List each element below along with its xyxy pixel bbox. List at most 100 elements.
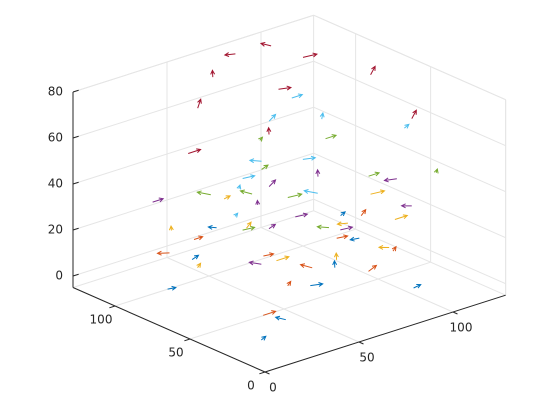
arrow bbox=[167, 285, 177, 291]
arrow bbox=[197, 98, 202, 109]
arrow bbox=[248, 158, 262, 164]
grid-line bbox=[72, 152, 314, 231]
box-edge bbox=[313, 14, 506, 101]
arrow bbox=[291, 93, 304, 99]
z-tick bbox=[72, 135, 79, 139]
arrow bbox=[315, 168, 321, 177]
z-tick-label: 40 bbox=[48, 177, 63, 191]
y-tick-label: 0 bbox=[247, 379, 255, 393]
y-tick bbox=[184, 338, 191, 342]
y-tick bbox=[259, 371, 266, 375]
arrow bbox=[152, 197, 165, 203]
grid-line bbox=[72, 106, 314, 185]
box-edge bbox=[72, 210, 314, 288]
arrow bbox=[433, 167, 439, 174]
arrow bbox=[370, 189, 386, 195]
grid-line bbox=[313, 106, 506, 193]
grid-line bbox=[72, 60, 314, 139]
x-tick bbox=[452, 311, 458, 315]
arrow bbox=[268, 179, 277, 187]
arrow bbox=[287, 192, 303, 198]
arrow bbox=[242, 225, 256, 231]
arrow bbox=[286, 280, 292, 287]
arrow bbox=[303, 189, 318, 194]
arrow bbox=[242, 174, 256, 180]
arrow bbox=[295, 212, 309, 218]
arrow bbox=[400, 203, 412, 209]
box-edge bbox=[313, 210, 506, 296]
grid-line bbox=[189, 261, 431, 340]
arrow bbox=[239, 189, 253, 195]
arrow bbox=[223, 195, 232, 200]
arrow bbox=[413, 283, 422, 289]
arrow bbox=[377, 244, 390, 250]
grid-line bbox=[313, 60, 506, 147]
arrow bbox=[261, 164, 269, 170]
x-tick-label: 50 bbox=[359, 351, 374, 365]
grid-line bbox=[166, 257, 360, 343]
arrow bbox=[276, 255, 290, 262]
z-tick bbox=[72, 273, 79, 277]
arrow bbox=[340, 211, 346, 217]
x-tick-label: 0 bbox=[269, 381, 277, 395]
x-tick bbox=[264, 371, 270, 375]
grid-line bbox=[114, 228, 356, 307]
arrow bbox=[360, 208, 367, 217]
grid-line bbox=[313, 152, 506, 239]
arrow bbox=[325, 134, 338, 140]
x-tick bbox=[358, 341, 364, 345]
arrow bbox=[188, 148, 202, 154]
arrow bbox=[336, 234, 349, 240]
z-tick-label: 0 bbox=[55, 269, 63, 283]
arrow bbox=[336, 221, 348, 227]
arrow bbox=[274, 315, 286, 321]
arrow bbox=[168, 224, 174, 231]
arrow bbox=[383, 177, 397, 183]
arrow bbox=[299, 263, 313, 269]
arrow bbox=[310, 282, 324, 287]
arrow bbox=[259, 41, 272, 47]
arrow bbox=[156, 250, 170, 256]
arrow bbox=[404, 123, 410, 129]
arrow bbox=[255, 199, 261, 205]
arrow bbox=[233, 212, 239, 218]
arrow bbox=[191, 254, 200, 261]
z-tick-label: 80 bbox=[48, 85, 63, 99]
z-tick-label: 20 bbox=[48, 223, 63, 237]
y-tick-label: 50 bbox=[168, 346, 183, 360]
arrow bbox=[340, 225, 354, 231]
arrow bbox=[236, 183, 242, 190]
arrow bbox=[391, 245, 397, 252]
arrow bbox=[394, 214, 409, 220]
arrow bbox=[193, 235, 204, 241]
arrow bbox=[248, 260, 262, 266]
arrow bbox=[316, 224, 330, 230]
z-tick bbox=[72, 181, 79, 185]
arrow bbox=[411, 109, 417, 119]
arrow bbox=[196, 190, 211, 196]
y-tick-label: 100 bbox=[90, 313, 113, 327]
arrow bbox=[258, 136, 264, 142]
arrow bbox=[268, 223, 277, 230]
x-axis bbox=[264, 294, 506, 373]
box-edge bbox=[72, 14, 314, 93]
arrow bbox=[319, 111, 325, 120]
arrow bbox=[302, 155, 317, 161]
arrow bbox=[263, 252, 275, 258]
arrow bbox=[260, 335, 267, 341]
arrow bbox=[370, 65, 376, 75]
arrow bbox=[368, 264, 378, 272]
z-tick-label: 60 bbox=[48, 131, 63, 145]
arrow bbox=[332, 259, 338, 268]
arrow bbox=[302, 52, 318, 58]
arrow bbox=[246, 221, 252, 229]
arrow bbox=[278, 85, 293, 91]
y-tick bbox=[109, 305, 116, 309]
grid-line bbox=[260, 227, 454, 313]
arrow bbox=[207, 224, 217, 230]
arrow bbox=[333, 251, 339, 260]
arrow bbox=[266, 126, 272, 135]
grid-line bbox=[313, 198, 506, 285]
arrow bbox=[268, 113, 277, 122]
